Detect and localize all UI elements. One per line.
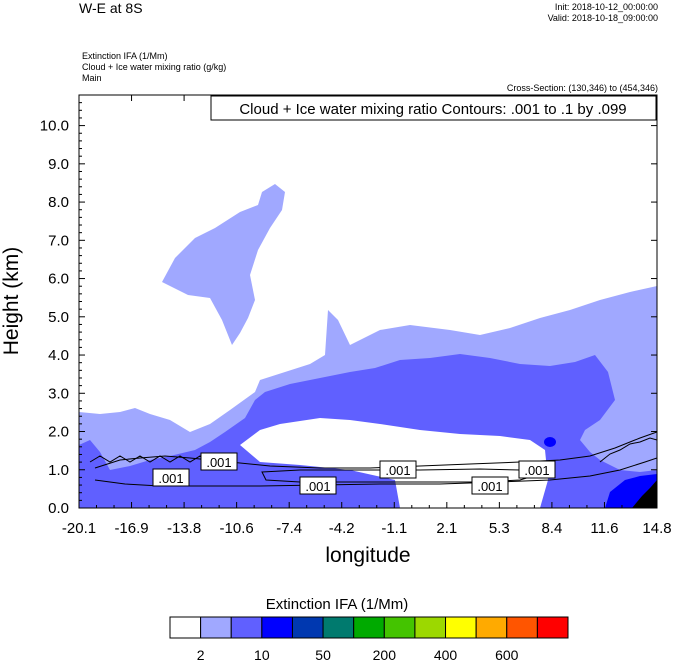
x-tick-label: 8.4 xyxy=(541,520,562,537)
chart-title: W-E at 8S xyxy=(79,0,143,16)
contour-line-outer xyxy=(94,431,657,469)
extinction-small-blob xyxy=(544,437,556,447)
contour-label-box xyxy=(152,468,190,487)
colorbar-swatch xyxy=(475,616,508,639)
x-tick-label: 11.6 xyxy=(590,520,618,537)
colorbar-tick-label: 50 xyxy=(315,647,331,663)
contour-label: .001 xyxy=(477,479,502,494)
y-tick-label: 7.0 xyxy=(48,232,69,249)
x-tick-label: -16.9 xyxy=(114,520,148,537)
run-times: Init: 2018-10-12_00:00:00 Valid: 2018-10… xyxy=(548,2,658,24)
y-tick-label: 5.0 xyxy=(48,309,69,326)
colorbar-swatch xyxy=(200,616,232,639)
contour-label-box xyxy=(299,476,337,495)
x-axis: -20.1 -16.9 -13.8 -10.6 -7.4 -4.2 -1.1 2.1 5.3 8.… xyxy=(62,95,672,537)
x-tick-label: -13.8 xyxy=(167,520,201,537)
y-axis-label: Height (km) xyxy=(0,247,23,356)
field-extinction: Extinction IFA (1/Mm) xyxy=(82,51,168,61)
y-tick-label: 2.0 xyxy=(48,424,69,441)
valid-time: Valid: 2018-10-18_09:00:00 xyxy=(547,13,658,23)
contour-legend-box: Cloud + Ice water mixing ratio Contours:… xyxy=(210,95,657,121)
contour-legend-frame xyxy=(210,95,657,121)
contour-wiggle-right xyxy=(599,437,657,463)
x-axis-label: longitude xyxy=(325,544,410,567)
field-cloud-ice: Cloud + Ice water mixing ratio (g/kg) xyxy=(82,62,227,72)
y-tick-label: 8.0 xyxy=(48,194,69,211)
field-main: Main xyxy=(82,73,102,83)
colorbar-swatch xyxy=(261,616,293,639)
colorbar-swatch xyxy=(322,616,355,639)
x-tick-label: 2.1 xyxy=(436,520,457,537)
contour-label-box xyxy=(200,452,238,471)
y-tick-label: 4.0 xyxy=(48,347,69,364)
colorbar-swatch xyxy=(230,616,263,639)
colorbar-swatch xyxy=(536,616,569,639)
colorbar-swatch xyxy=(506,616,538,639)
y-tick-label: 6.0 xyxy=(48,271,69,288)
x-tick-label: -1.1 xyxy=(381,520,407,537)
field-descriptions: Extinction IFA (1/Mm) Cloud + Ice water … xyxy=(82,51,226,84)
cross-section-label: Cross-Section: (130,346) to (454,346) xyxy=(506,83,658,93)
colorbar-swatch xyxy=(414,616,447,639)
colorbar: 2 10 50 200 400 600 xyxy=(169,616,569,663)
shaded-field xyxy=(79,184,657,508)
x-tick-label: 14.8 xyxy=(642,520,671,537)
contour-label-box xyxy=(379,460,417,479)
colorbar-tick-label: 10 xyxy=(254,647,270,663)
y-axis: 0.0 1.0 2.0 3.0 4.0 5.0 6.0 7.0 8.0 9.0 10.0 xyxy=(40,102,657,517)
colorbar-swatch xyxy=(169,616,202,639)
colorbar-swatch xyxy=(383,616,416,639)
y-tick-label: 10.0 xyxy=(40,118,69,135)
colorbar-swatch xyxy=(353,616,385,639)
contour-label: .001 xyxy=(206,455,231,470)
x-tick-label: -10.6 xyxy=(220,520,254,537)
x-tick-label: 5.3 xyxy=(489,520,510,537)
y-tick-label: 9.0 xyxy=(48,156,69,173)
x-tick-label: -7.4 xyxy=(276,520,302,537)
contour-label-box xyxy=(471,476,509,495)
y-tick-label: 3.0 xyxy=(48,385,69,402)
contour-label: .001 xyxy=(305,479,330,494)
x-tick-label: -4.2 xyxy=(329,520,355,537)
contour-label: .001 xyxy=(524,463,549,478)
x-tick-label: -20.1 xyxy=(62,520,96,537)
y-tick-label: 0.0 xyxy=(48,500,69,517)
y-tick-label: 1.0 xyxy=(48,462,69,479)
init-time: Init: 2018-10-12_00:00:00 xyxy=(554,2,658,12)
contour-label-box xyxy=(518,460,556,479)
contour-label: .001 xyxy=(158,471,183,486)
colorbar-title: Extinction IFA (1/Mm) xyxy=(265,596,409,613)
colorbar-swatch xyxy=(445,616,477,639)
colorbar-swatch xyxy=(291,616,324,639)
colorbar-tick-label: 2 xyxy=(197,647,205,663)
extinction-upper-patch xyxy=(162,184,285,345)
terrain xyxy=(632,480,657,508)
colorbar-tick-label: 400 xyxy=(434,647,458,663)
contour-label: .001 xyxy=(385,463,410,478)
contour-labels: .001 .001 .001 .001 .001 .001 xyxy=(152,452,556,495)
contour-legend-text: Cloud + Ice water mixing ratio Contours:… xyxy=(239,101,626,118)
colorbar-tick-label: 200 xyxy=(373,647,397,663)
colorbar-tick-label: 600 xyxy=(495,647,519,663)
